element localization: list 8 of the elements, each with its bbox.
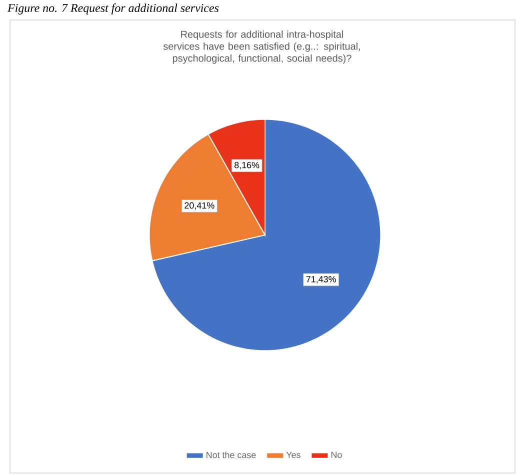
text: Figure no. 7 Request for additional services: [7, 4, 219, 14]
legend-label: No: [331, 452, 342, 458]
data-label: 20,41%: [184, 202, 214, 210]
legend-label: Yes: [286, 452, 300, 458]
data-label: 8,16%: [234, 162, 260, 170]
chart-title: Requests for additional intra-hospital services have been satisfied (e.g..: spiritual, psychological, functional, social needs)?: [163, 30, 360, 64]
legend-label: Not the case: [206, 452, 256, 458]
data-label: 71,43%: [306, 276, 336, 284]
